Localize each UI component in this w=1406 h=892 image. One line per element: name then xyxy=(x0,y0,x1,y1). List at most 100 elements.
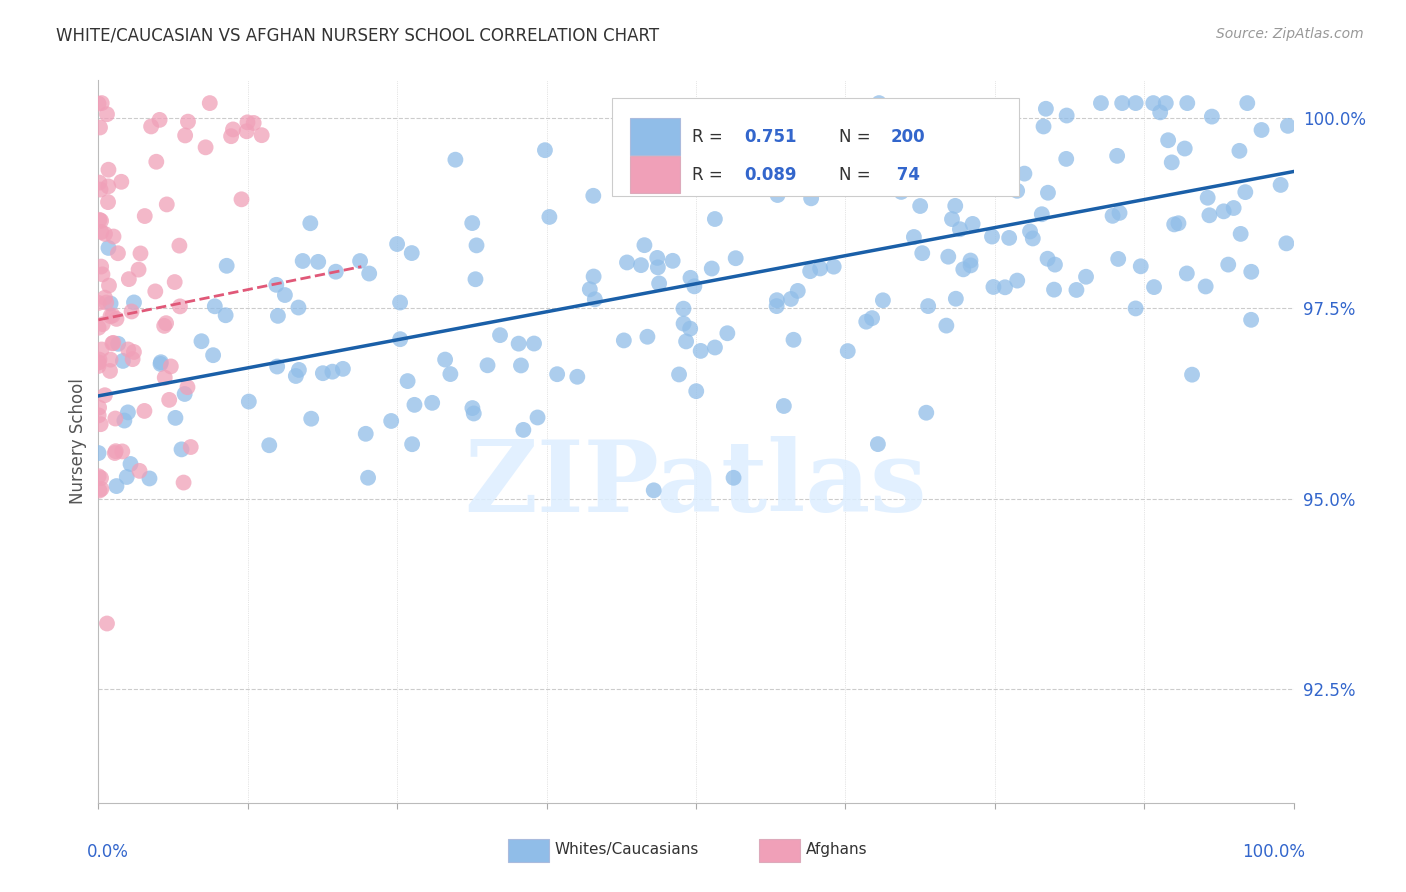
Point xyxy=(1101,209,1123,223)
FancyBboxPatch shape xyxy=(630,118,681,155)
Point xyxy=(1108,206,1130,220)
Point xyxy=(103,229,125,244)
Point xyxy=(959,259,981,273)
Point xyxy=(97,195,120,210)
Point xyxy=(643,483,665,498)
Point xyxy=(661,253,683,268)
Point xyxy=(1107,149,1129,163)
Text: 0.0%: 0.0% xyxy=(87,843,128,861)
Point xyxy=(332,362,354,376)
Point xyxy=(104,444,127,458)
Point xyxy=(512,423,534,437)
Point xyxy=(668,368,690,382)
Point xyxy=(1043,258,1066,272)
Point xyxy=(633,238,655,252)
Point xyxy=(766,165,789,179)
Point xyxy=(91,268,114,282)
Point xyxy=(89,120,111,135)
Point xyxy=(1160,155,1182,169)
Point xyxy=(87,446,110,460)
Point xyxy=(526,410,548,425)
Point xyxy=(325,265,347,279)
Point xyxy=(90,225,112,239)
Point xyxy=(173,475,195,490)
Point xyxy=(307,255,329,269)
Point xyxy=(165,410,187,425)
Point xyxy=(1149,105,1171,120)
Point xyxy=(866,437,889,451)
Point xyxy=(149,355,172,369)
Point xyxy=(703,341,725,355)
Point xyxy=(231,192,253,206)
Point xyxy=(1175,96,1198,111)
Point xyxy=(582,188,605,202)
Point xyxy=(96,295,118,310)
Point xyxy=(434,352,457,367)
Point xyxy=(855,315,877,329)
FancyBboxPatch shape xyxy=(759,838,800,862)
Point xyxy=(238,394,260,409)
Point xyxy=(1174,142,1197,156)
Point xyxy=(266,277,288,292)
Point xyxy=(202,348,225,362)
Point xyxy=(194,140,217,154)
Point xyxy=(128,262,150,277)
Point xyxy=(134,209,156,223)
Point xyxy=(1167,216,1189,230)
Point xyxy=(235,124,257,138)
Point xyxy=(198,96,221,111)
Point xyxy=(389,332,412,346)
Point xyxy=(860,311,883,326)
Point xyxy=(180,440,202,454)
Point xyxy=(100,352,122,367)
Point xyxy=(896,103,918,118)
Point xyxy=(89,483,111,498)
FancyBboxPatch shape xyxy=(509,838,548,862)
Point xyxy=(908,199,931,213)
Point xyxy=(170,442,193,457)
Point xyxy=(1218,258,1240,272)
Point xyxy=(1125,96,1147,111)
Point xyxy=(122,295,145,310)
Point xyxy=(105,479,128,493)
Point xyxy=(911,246,934,260)
Point xyxy=(683,279,706,293)
Point xyxy=(222,122,245,136)
Point xyxy=(89,176,111,190)
Point xyxy=(98,364,121,378)
Point xyxy=(915,406,938,420)
Point xyxy=(616,255,638,269)
Point xyxy=(98,278,121,293)
Text: R =: R = xyxy=(692,166,728,184)
Point xyxy=(868,96,890,111)
Point xyxy=(630,258,652,272)
Point xyxy=(112,413,135,427)
Point xyxy=(786,284,808,298)
Point xyxy=(1056,109,1078,123)
Text: 0.751: 0.751 xyxy=(744,128,796,145)
Point xyxy=(359,267,381,281)
Point xyxy=(250,128,273,143)
Point xyxy=(100,309,122,323)
Point xyxy=(87,409,110,423)
Point xyxy=(110,175,132,189)
Point xyxy=(523,336,546,351)
Point xyxy=(129,246,152,260)
Point xyxy=(675,334,697,349)
Point xyxy=(90,417,112,432)
Point xyxy=(941,212,963,227)
Point xyxy=(782,333,804,347)
Point xyxy=(508,336,530,351)
Point xyxy=(998,231,1021,245)
Point xyxy=(105,312,128,326)
Point xyxy=(1014,167,1036,181)
Point xyxy=(931,115,953,129)
Point xyxy=(242,116,264,130)
Point xyxy=(153,370,176,384)
Point xyxy=(385,237,408,252)
Point xyxy=(145,154,167,169)
Point xyxy=(766,293,789,308)
Point xyxy=(103,335,125,350)
Point xyxy=(957,156,980,170)
Point xyxy=(214,308,236,322)
